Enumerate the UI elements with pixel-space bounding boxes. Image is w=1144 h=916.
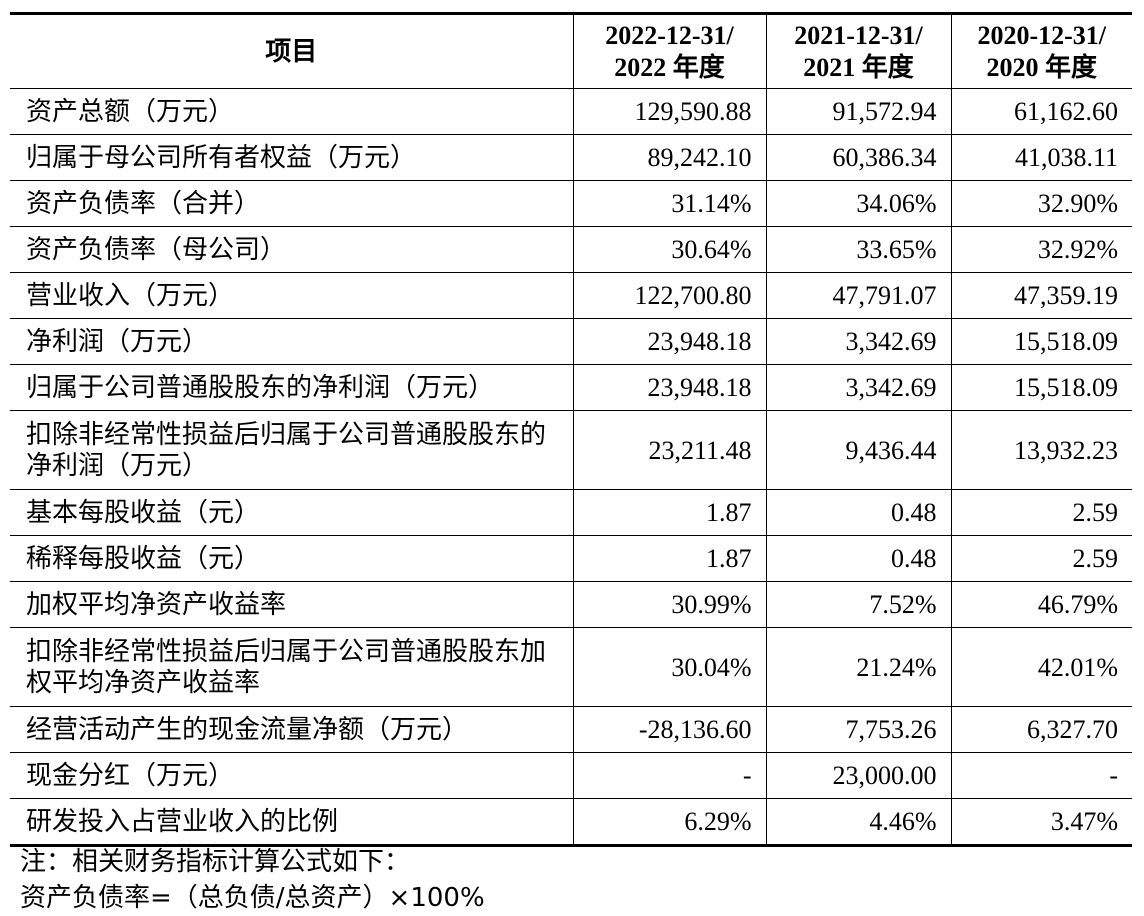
value-2022: 122,700.80 [572, 272, 767, 319]
value-2020: 15,518.09 [950, 318, 1132, 365]
value-2020: 6,327.70 [950, 706, 1132, 753]
header-item-label: 项目 [265, 36, 318, 66]
header-row: 项目 2022-12-31/ 2022 年度 2021-12-31/ 2021 … [10, 13, 1132, 89]
value-2021: 21.24% [765, 627, 952, 707]
value-2021: 7.52% [765, 581, 952, 628]
table-row: 归属于母公司所有者权益（万元） 89,242.10 60,386.34 41,0… [10, 134, 1132, 181]
value-2020: - [950, 752, 1132, 799]
note-heading: 注：相关财务指标计算公式如下： [20, 847, 411, 877]
value-2021: 0.48 [765, 489, 952, 536]
header-2021: 2021-12-31/ 2021 年度 [765, 13, 952, 89]
table-row: 扣除非经常性损益后归属于公司普通股股东的净利润（万元） 23,211.48 9,… [10, 410, 1132, 490]
table-row: 净利润（万元） 23,948.18 3,342.69 15,518.09 [10, 318, 1132, 365]
row-item-label: 稀释每股收益（元） [10, 535, 574, 582]
header-item: 项目 [10, 13, 574, 89]
table-row: 加权平均净资产收益率 30.99% 7.52% 46.79% [10, 581, 1132, 628]
value-2022: 23,948.18 [572, 364, 767, 411]
value-2022: 6.29% [572, 798, 767, 846]
row-item-label: 营业收入（万元） [10, 272, 574, 319]
table-row: 资产负债率（母公司） 30.64% 33.65% 32.92% [10, 226, 1132, 273]
table-row: 资产负债率（合并） 31.14% 34.06% 32.90% [10, 180, 1132, 227]
value-2022: 129,590.88 [572, 88, 767, 135]
row-item-label: 基本每股收益（元） [10, 489, 574, 536]
value-2022: 30.99% [572, 581, 767, 628]
value-2021: 7,753.26 [765, 706, 952, 753]
value-2020: 46.79% [950, 581, 1132, 628]
table-row: 基本每股收益（元） 1.87 0.48 2.59 [10, 489, 1132, 536]
value-2020: 13,932.23 [950, 410, 1132, 490]
note-formula: 资产负债率=（总负债/总资产）×100% [20, 883, 485, 913]
header-2022-year: 2022 年度 [614, 52, 725, 82]
value-2020: 3.47% [950, 798, 1132, 846]
table-row: 归属于公司普通股股东的净利润（万元） 23,948.18 3,342.69 15… [10, 364, 1132, 411]
row-item-label: 资产总额（万元） [10, 88, 574, 135]
value-2021: 91,572.94 [765, 88, 952, 135]
row-item-label: 资产负债率（合并） [10, 180, 574, 227]
row-item-label: 经营活动产生的现金流量净额（万元） [10, 706, 574, 753]
value-2020: 32.90% [950, 180, 1132, 227]
value-2022: 1.87 [572, 535, 767, 582]
value-2021: 0.48 [765, 535, 952, 582]
row-item-label: 净利润（万元） [10, 318, 574, 365]
value-2021: 3,342.69 [765, 364, 952, 411]
value-2021: 34.06% [765, 180, 952, 227]
value-2022: 30.04% [572, 627, 767, 707]
value-2020: 41,038.11 [950, 134, 1132, 181]
row-item-label: 扣除非经常性损益后归属于公司普通股股东的净利润（万元） [10, 410, 574, 490]
value-2020: 42.01% [950, 627, 1132, 707]
value-2020: 32.92% [950, 226, 1132, 273]
value-2022: 30.64% [572, 226, 767, 273]
financial-indicators-table: 项目 2022-12-31/ 2022 年度 2021-12-31/ 2021 … [10, 12, 1132, 847]
header-2022: 2022-12-31/ 2022 年度 [572, 13, 767, 89]
row-item-label: 资产负债率（母公司） [10, 226, 574, 273]
value-2021: 47,791.07 [765, 272, 952, 319]
value-2020: 2.59 [950, 489, 1132, 536]
row-item-label: 现金分红（万元） [10, 752, 574, 799]
value-2020: 15,518.09 [950, 364, 1132, 411]
value-2020: 61,162.60 [950, 88, 1132, 135]
value-2022: 31.14% [572, 180, 767, 227]
header-2020: 2020-12-31/ 2020 年度 [950, 13, 1132, 89]
row-item-label: 扣除非经常性损益后归属于公司普通股股东加权平均净资产收益率 [10, 627, 574, 707]
value-2022: - [572, 752, 767, 799]
table-row: 扣除非经常性损益后归属于公司普通股股东加权平均净资产收益率 30.04% 21.… [10, 627, 1132, 707]
value-2022: 23,948.18 [572, 318, 767, 365]
table-row: 现金分红（万元） - 23,000.00 - [10, 752, 1132, 799]
table-row: 稀释每股收益（元） 1.87 0.48 2.59 [10, 535, 1132, 582]
header-2021-year: 2021 年度 [803, 52, 914, 82]
value-2021: 60,386.34 [765, 134, 952, 181]
row-item-label: 加权平均净资产收益率 [10, 581, 574, 628]
value-2021: 4.46% [765, 798, 952, 846]
table-row: 研发投入占营业收入的比例 6.29% 4.46% 3.47% [10, 798, 1132, 846]
row-item-label: 归属于公司普通股股东的净利润（万元） [10, 364, 574, 411]
table-row: 营业收入（万元） 122,700.80 47,791.07 47,359.19 [10, 272, 1132, 319]
value-2020: 2.59 [950, 535, 1132, 582]
header-2021-date: 2021-12-31/ [794, 20, 923, 50]
value-2022: 89,242.10 [572, 134, 767, 181]
value-2021: 33.65% [765, 226, 952, 273]
row-item-label: 归属于母公司所有者权益（万元） [10, 134, 574, 181]
notes-section: 注：相关财务指标计算公式如下： 资产负债率=（总负债/总资产）×100% [20, 844, 485, 916]
value-2022: 23,211.48 [572, 410, 767, 490]
row-item-label: 研发投入占营业收入的比例 [10, 798, 574, 846]
header-2020-date: 2020-12-31/ [977, 20, 1107, 50]
header-2022-date: 2022-12-31/ [605, 20, 734, 50]
table-row: 资产总额（万元） 129,590.88 91,572.94 61,162.60 [10, 88, 1132, 135]
header-2020-year: 2020 年度 [986, 52, 1097, 82]
value-2020: 47,359.19 [950, 272, 1132, 319]
value-2022: 1.87 [572, 489, 767, 536]
value-2021: 9,436.44 [765, 410, 952, 490]
value-2021: 23,000.00 [765, 752, 952, 799]
value-2021: 3,342.69 [765, 318, 952, 365]
table-row: 经营活动产生的现金流量净额（万元） -28,136.60 7,753.26 6,… [10, 706, 1132, 753]
value-2022: -28,136.60 [572, 706, 767, 753]
